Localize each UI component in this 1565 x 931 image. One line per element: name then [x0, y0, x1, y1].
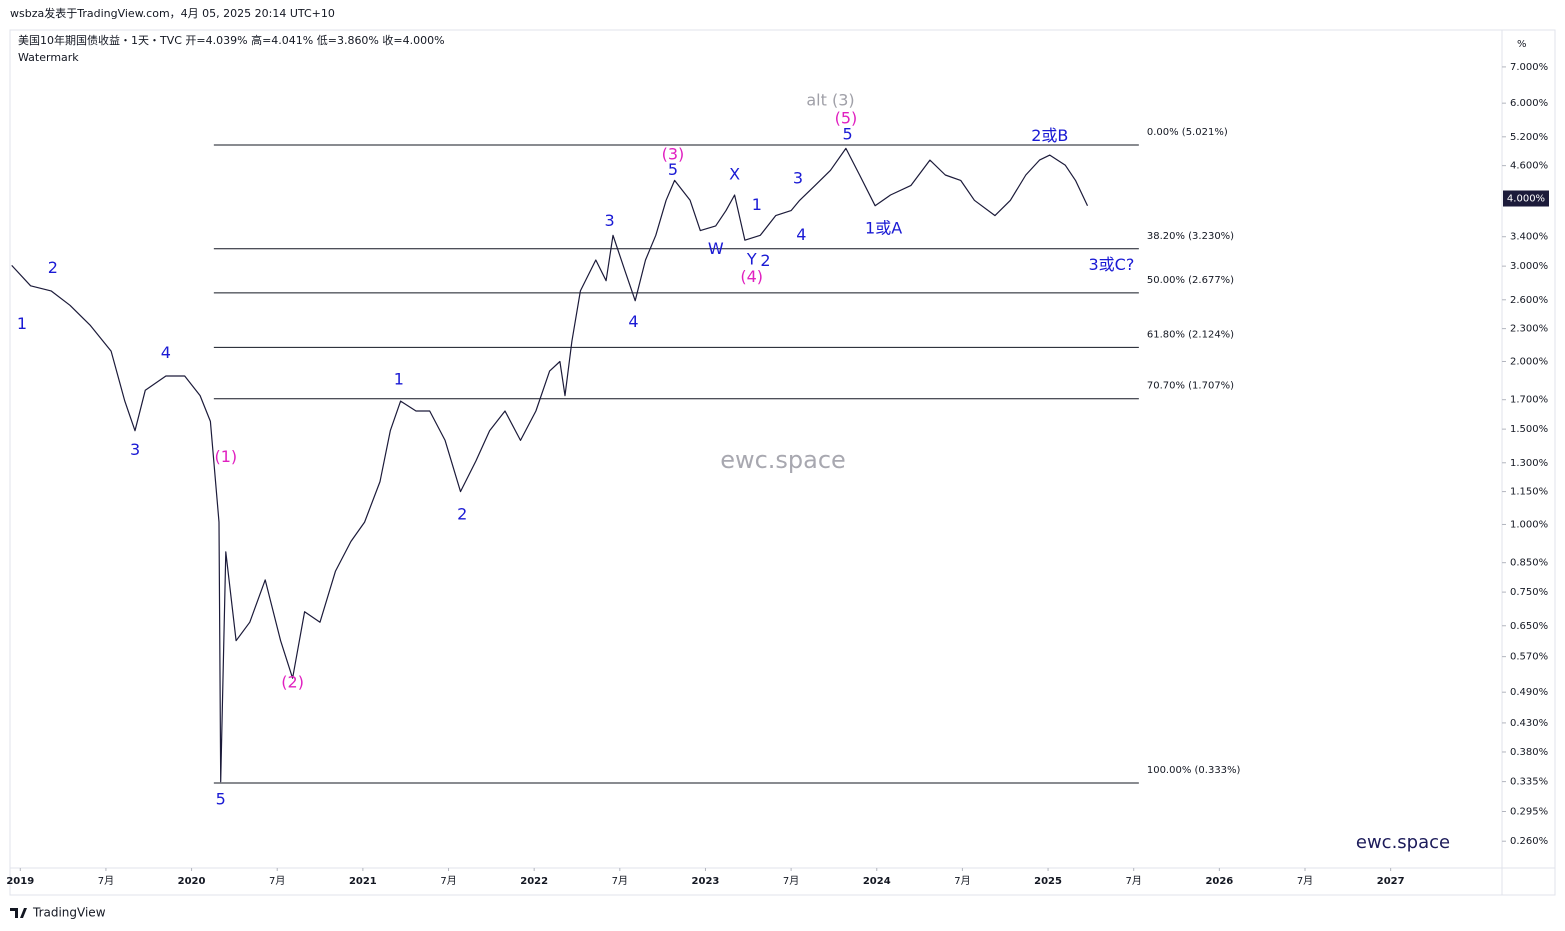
wave-label: 1 [17, 314, 27, 333]
x-tick-label: 2027 [1377, 876, 1405, 887]
y-tick-label: 4.600% [1510, 161, 1548, 172]
wave-label: 5 [668, 160, 678, 179]
wave-label: 4 [161, 343, 171, 362]
x-tick-label: 2025 [1034, 876, 1062, 887]
wave-label: 3 [793, 168, 803, 187]
y-tick-label: 0.850% [1510, 558, 1548, 569]
y-tick-label: 3.400% [1510, 232, 1548, 243]
x-tick-label: 7月 [783, 875, 799, 887]
symbol-legend: 美国10年期国债收益・1天・TVC 开=4.039% 高=4.041% 低=3.… [18, 33, 445, 47]
footer-brand: TradingView [32, 906, 106, 920]
wave-label: W [708, 239, 724, 258]
fib-label: 0.00% (5.021%) [1147, 127, 1228, 138]
x-tick-label: 2020 [178, 876, 206, 887]
x-tick-label: 7月 [98, 875, 114, 887]
x-tick-label: 7月 [1126, 875, 1142, 887]
fib-label: 100.00% (0.333%) [1147, 765, 1241, 776]
last-price-tag [1503, 190, 1549, 207]
wave-label: X [729, 165, 740, 184]
wave-label: 1 [752, 195, 762, 214]
last-price-label: 4.000% [1507, 194, 1545, 205]
wave-label: 5 [216, 789, 226, 808]
wave-label: 2 [48, 258, 58, 277]
fib-label: 38.20% (3.230%) [1147, 231, 1234, 242]
byline: wsbza发表于TradingView.com，4月 05, 2025 20:1… [10, 6, 335, 20]
price-line [11, 147, 1089, 783]
study-legend: Watermark [18, 51, 79, 64]
y-tick-label: 6.000% [1510, 98, 1548, 109]
y-tick-label: 1.150% [1510, 487, 1548, 498]
wave-label: 1 [394, 369, 404, 388]
wave-label: (3) [662, 145, 685, 164]
y-tick-label: 5.200% [1510, 132, 1548, 143]
y-tick-label: 0.570% [1510, 652, 1548, 663]
y-tick-label: 1.500% [1510, 424, 1548, 435]
wave-label: 3或C? [1089, 255, 1135, 274]
y-tick-label: 0.260% [1510, 836, 1548, 847]
y-tick-label: 2.300% [1510, 324, 1548, 335]
y-tick-label: 1.300% [1510, 458, 1548, 469]
wave-label: (1) [214, 447, 237, 466]
x-tick-label: 2026 [1205, 876, 1233, 887]
watermark: ewc.space [1356, 832, 1450, 853]
y-tick-label: 1.000% [1510, 519, 1548, 530]
wave-label: 3 [604, 211, 614, 230]
y-tick-label: 0.295% [1510, 807, 1548, 818]
y-tick-label: 0.750% [1510, 587, 1548, 598]
fib-label: 61.80% (2.124%) [1147, 329, 1234, 340]
x-tick-label: 7月 [1297, 875, 1313, 887]
x-tick-label: 2021 [349, 876, 377, 887]
y-tick-label: 2.600% [1510, 295, 1548, 306]
y-tick-label: 3.000% [1510, 261, 1548, 272]
y-unit: % [1517, 39, 1527, 50]
y-tick-label: 7.000% [1510, 62, 1548, 73]
wave-label: 4 [628, 312, 638, 331]
y-tick-label: 1.700% [1510, 395, 1548, 406]
footer-logo: TradingView [10, 906, 106, 920]
x-tick-label: 2019 [6, 876, 34, 887]
fib-label: 70.70% (1.707%) [1147, 381, 1234, 392]
y-tick-label: 0.650% [1510, 621, 1548, 632]
wave-label: alt (3) [806, 91, 854, 110]
x-tick-label: 2022 [520, 876, 548, 887]
wave-label: (4) [740, 267, 763, 286]
wave-label: (5) [835, 108, 858, 127]
x-tick-label: 2023 [692, 876, 720, 887]
chart-frame [9, 29, 1556, 896]
wave-label: Y [746, 249, 757, 268]
x-tick-label: 7月 [269, 875, 285, 887]
x-tick-label: 7月 [440, 875, 456, 887]
wave-label: 4 [796, 225, 806, 244]
wave-label: 2或B [1031, 126, 1068, 145]
fib-label: 50.00% (2.677%) [1147, 275, 1234, 286]
wave-label: 3 [130, 440, 140, 459]
y-tick-label: 0.380% [1510, 747, 1548, 758]
wave-label: 2 [760, 251, 770, 270]
y-tick-label: 0.430% [1510, 718, 1548, 729]
wave-label: 5 [843, 125, 853, 144]
wave-label: 2 [457, 505, 467, 524]
y-tick-label: 0.335% [1510, 777, 1548, 788]
wave-label: 1或A [865, 219, 902, 238]
x-tick-label: 7月 [954, 875, 970, 887]
wave-label: (2) [281, 672, 304, 691]
y-tick-label: 0.490% [1510, 687, 1548, 698]
x-tick-label: 2024 [863, 876, 891, 887]
watermark: ewc.space [720, 446, 846, 474]
y-tick-label: 2.000% [1510, 356, 1548, 367]
x-tick-label: 7月 [612, 875, 628, 887]
